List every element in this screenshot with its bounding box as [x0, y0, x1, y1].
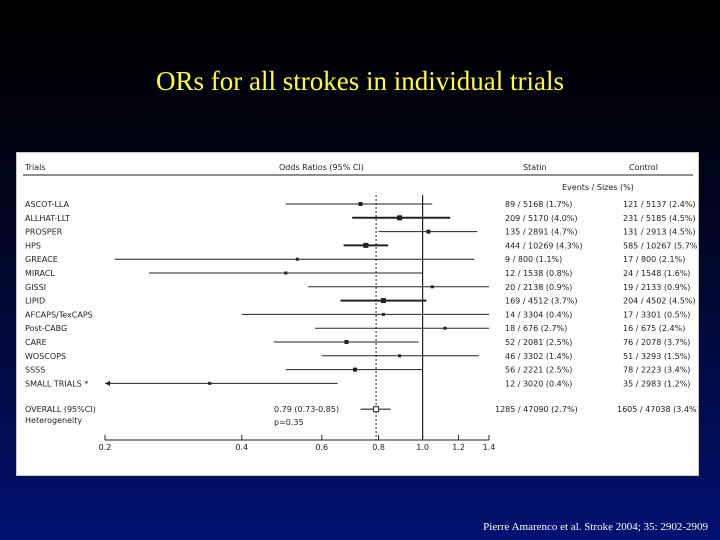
- trial-name: HPS: [25, 241, 41, 250]
- statin-events: 52 / 2081 (2.5%): [505, 338, 572, 347]
- point-estimate: [295, 257, 299, 261]
- trial-name: GREACE: [25, 255, 58, 264]
- point-estimate: [397, 215, 403, 221]
- point-estimate: [363, 242, 369, 248]
- point-estimate: [284, 271, 288, 275]
- control-events: 24 / 1548 (1.6%): [623, 269, 690, 278]
- statin-events: 56 / 2221 (2.5%): [505, 366, 572, 375]
- x-tick-label: 0.2: [99, 443, 112, 452]
- control-events: 204 / 4502 (4.5%): [623, 297, 696, 306]
- x-tick-label: 1.0: [416, 443, 429, 452]
- point-estimate: [358, 202, 363, 206]
- control-events: 76 / 2078 (3.7%): [623, 338, 690, 347]
- point-estimate: [344, 340, 349, 344]
- overall-control-events: 1605 / 47038 (3.4%): [617, 405, 698, 414]
- point-estimate: [426, 229, 431, 234]
- control-events: 121 / 5137 (2.4%): [623, 200, 696, 209]
- ci-arrow-left: [105, 380, 110, 386]
- trial-name: WOSCOPS: [25, 352, 66, 361]
- x-tick-label: 0.4: [235, 443, 248, 452]
- statin-events: 46 / 3302 (1.4%): [505, 352, 572, 361]
- trial-name: GISSI: [25, 283, 46, 292]
- statin-events: 89 / 5168 (1.7%): [505, 200, 572, 209]
- point-estimate: [380, 298, 386, 304]
- trial-name: AFCAPS/TexCAPS: [25, 310, 93, 319]
- col-header-or: Odds Ratios (95% CI): [279, 163, 364, 172]
- statin-events: 18 / 676 (2.7%): [505, 324, 567, 333]
- col-header-control: Control: [629, 163, 658, 172]
- point-estimate: [353, 367, 358, 372]
- overall-estimate: [373, 406, 380, 413]
- trial-name: SMALL TRIALS *: [25, 379, 88, 388]
- forest-plot: Trials Odds Ratios (95% CI) Statin Control E…: [23, 163, 698, 452]
- point-estimate: [398, 354, 402, 358]
- overall-statin-events: 1285 / 47090 (2.7%): [495, 405, 578, 414]
- col-header-trials: Trials: [24, 163, 46, 172]
- heterogeneity-p: p=0.35: [274, 418, 304, 427]
- trial-name: Post-CABG: [25, 324, 67, 333]
- x-tick-label: 1.2: [452, 443, 465, 452]
- control-events: 51 / 3293 (1.5%): [623, 352, 690, 361]
- control-events: 131 / 2913 (4.5%): [623, 228, 696, 237]
- overall-or-text: 0.79 (0.73-0.85): [274, 405, 339, 414]
- citation: Pierre Amarenco et al. Stroke 2004; 35: …: [483, 521, 708, 533]
- slide-title: ORs for all strokes in individual trials: [156, 66, 564, 96]
- heterogeneity-label: Heterogeneity: [25, 416, 82, 425]
- point-estimate: [430, 285, 434, 289]
- control-events: 78 / 2223 (3.4%): [623, 366, 690, 375]
- control-events: 19 / 2133 (0.9%): [623, 283, 690, 292]
- control-events: 16 / 675 (2.4%): [623, 324, 685, 333]
- control-events: 585 / 10267 (5.7%): [623, 241, 698, 250]
- statin-events: 12 / 1538 (0.8%): [505, 269, 572, 278]
- statin-events: 169 / 4512 (3.7%): [505, 297, 578, 306]
- control-events: 231 / 5185 (4.5%): [623, 214, 696, 223]
- x-tick-label: 1.4: [483, 443, 496, 452]
- trial-name: PROSPER: [25, 228, 63, 237]
- statin-events: 14 / 3304 (0.4%): [505, 310, 572, 319]
- statin-events: 444 / 10269 (4.3%): [505, 241, 583, 250]
- statin-events: 20 / 2138 (0.9%): [505, 283, 572, 292]
- control-events: 17 / 3301 (0.5%): [623, 310, 690, 319]
- statin-events: 209 / 5170 (4.0%): [505, 214, 578, 223]
- point-estimate: [208, 381, 212, 385]
- trial-name: LIPID: [25, 297, 45, 306]
- trial-name: ASCOT-LLA: [25, 200, 70, 209]
- forest-plot-panel: Trials Odds Ratios (95% CI) Statin Control E…: [16, 152, 699, 476]
- control-events: 35 / 2983 (1.2%): [623, 379, 690, 388]
- x-tick-label: 0.8: [372, 443, 385, 452]
- col-header-statin: Statin: [523, 163, 547, 172]
- point-estimate: [443, 326, 447, 330]
- statin-events: 135 / 2891 (4.7%): [505, 228, 578, 237]
- trial-name: SSSS: [25, 366, 45, 375]
- trial-name: MIRACL: [25, 269, 55, 278]
- overall-label: OVERALL (95%CI): [25, 405, 96, 414]
- trial-name: ALLHAT-LLT: [25, 214, 70, 223]
- control-events: 17 / 800 (2.1%): [623, 255, 685, 264]
- events-subheader: Events / Sizes (%): [562, 183, 634, 192]
- x-tick-label: 0.6: [315, 443, 328, 452]
- trial-name: CARE: [25, 338, 47, 347]
- statin-events: 9 / 800 (1.1%): [505, 255, 562, 264]
- point-estimate: [381, 312, 385, 316]
- statin-events: 12 / 3020 (0.4%): [505, 379, 572, 388]
